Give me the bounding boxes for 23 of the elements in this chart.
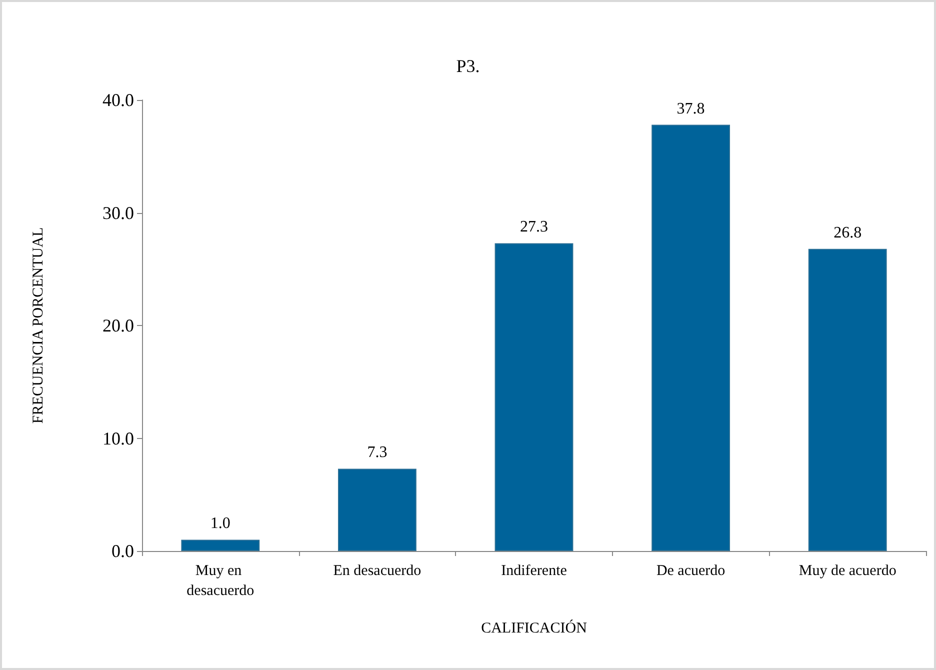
x-tick-label: Muy de acuerdo bbox=[798, 563, 896, 579]
chart-title: P3. bbox=[456, 56, 480, 76]
bar bbox=[494, 243, 574, 551]
bar bbox=[652, 124, 730, 551]
data-label: 27.3 bbox=[520, 218, 548, 236]
x-tick-label: En desacuerdo bbox=[333, 563, 422, 579]
y-tick-label: 30.0 bbox=[102, 202, 134, 223]
data-label: 1.0 bbox=[210, 515, 230, 532]
bar bbox=[181, 540, 260, 551]
y-tick-label: 20.0 bbox=[102, 316, 134, 336]
bar bbox=[338, 468, 416, 551]
x-tick-label: Indiferente bbox=[501, 563, 568, 579]
y-axis-title: FRECUENCIA PORCENTUAL bbox=[30, 227, 46, 424]
data-label: 26.8 bbox=[834, 224, 862, 242]
x-tick-label: Muy en desacuerdo bbox=[186, 563, 254, 599]
x-tick-label: De acuerdo bbox=[656, 563, 726, 579]
data-label: 7.3 bbox=[367, 444, 388, 462]
y-tick-label: 10.0 bbox=[102, 428, 134, 448]
y-tick-label: 40.0 bbox=[102, 90, 134, 110]
y-tick-label: 0.0 bbox=[112, 541, 134, 561]
x-axis-title: CALIFICACIÓN bbox=[481, 620, 588, 636]
data-label: 37.8 bbox=[676, 100, 705, 118]
bar bbox=[808, 248, 887, 551]
